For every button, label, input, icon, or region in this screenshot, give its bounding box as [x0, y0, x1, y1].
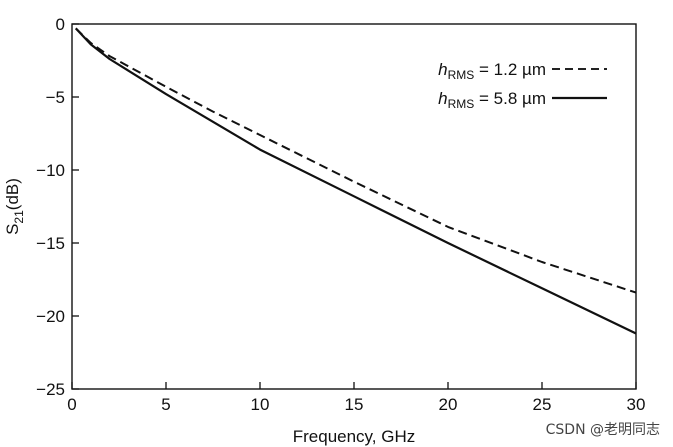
- x-tick-label-1: 5: [161, 395, 170, 414]
- legend-label-series-1-rest: = 1.2 µm: [474, 60, 546, 79]
- series-lines: [74, 27, 637, 335]
- axis-ticks: [71, 23, 637, 390]
- x-tick-label-2: 10: [251, 395, 270, 414]
- x-tick-label-5: 25: [533, 395, 552, 414]
- y-tick-label-2: −10: [36, 161, 65, 180]
- legend-label-series-2-symbol: h: [438, 89, 447, 108]
- legend-label-series-1: hRMS = 1.2 µm: [438, 60, 546, 82]
- legend-label-series-2: hRMS = 5.8 µm: [438, 89, 546, 111]
- x-tick-label-0: 0: [67, 395, 76, 414]
- y-tick-label-3: −15: [36, 234, 65, 253]
- y-axis-title: S21(dB): [3, 178, 26, 235]
- plot-area: [71, 23, 637, 390]
- legend: hRMS = 1.2 µm hRMS = 5.8 µm: [438, 60, 607, 111]
- y-axis-title-main: S: [3, 224, 22, 235]
- axis-tick-labels: 0 5 10 15 20 25 30 0 −5 −10 −15 −20 −25: [36, 15, 645, 414]
- x-axis-title: Frequency, GHz: [293, 427, 416, 446]
- y-tick-label-4: −20: [36, 307, 65, 326]
- y-axis-title-tail: (dB): [3, 178, 22, 210]
- y-tick-label-0: 0: [56, 15, 65, 34]
- legend-label-series-1-sub: RMS: [448, 68, 475, 82]
- plot-frame: [71, 23, 637, 390]
- y-tick-label-5: −25: [36, 380, 65, 399]
- legend-label-series-2-rest: = 5.8 µm: [474, 89, 546, 108]
- watermark-text: CSDN @老明同志: [546, 422, 660, 438]
- series-line-1: [75, 27, 637, 294]
- x-tick-label-6: 30: [627, 395, 646, 414]
- y-axis-title-sub: 21: [12, 210, 26, 224]
- y-tick-label-1: −5: [46, 88, 65, 107]
- legend-label-series-2-sub: RMS: [448, 97, 475, 111]
- legend-label-series-1-symbol: h: [438, 60, 447, 79]
- x-tick-label-4: 20: [439, 395, 458, 414]
- series-line-2: [74, 27, 637, 335]
- x-tick-label-3: 15: [345, 395, 364, 414]
